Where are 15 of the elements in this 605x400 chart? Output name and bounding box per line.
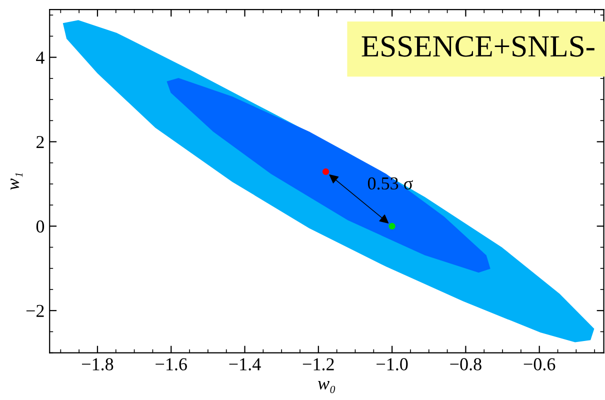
x-tick-label: −0.6 [524, 358, 556, 370]
annotation: ESSENCE+SNLS- [362, 36, 594, 57]
annotation: 0.53 σ [368, 177, 413, 190]
x-tick-label: −1.6 [156, 358, 187, 370]
x-tick-label: −1.2 [302, 358, 334, 370]
x-tick-label: −1.8 [82, 358, 114, 370]
x-tick-label: −1.0 [376, 358, 408, 370]
y-axis-title: w₁ [10, 173, 23, 190]
y-tick-label: 0 [36, 220, 44, 233]
y-tick-label: −2 [26, 304, 44, 317]
y-tick-label: 2 [36, 136, 44, 148]
x-tick-label: −1.4 [229, 358, 261, 370]
x-tick-label: −0.8 [450, 358, 482, 370]
y-tick-label: 4 [36, 52, 44, 64]
x-axis-title: w₀ [318, 381, 336, 394]
